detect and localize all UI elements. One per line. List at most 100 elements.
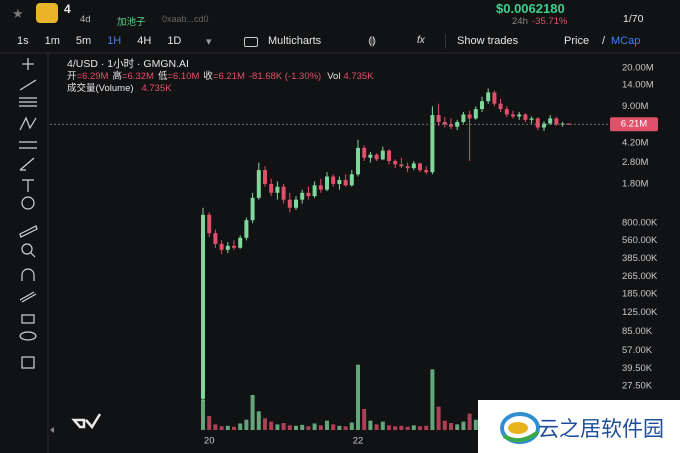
last-price-label: 6.21M — [621, 119, 647, 130]
page-counter[interactable]: 1/70 — [623, 13, 644, 25]
collapse-arrow[interactable] — [50, 427, 54, 433]
volume-bar — [436, 406, 441, 430]
lock-tool[interactable] — [21, 314, 35, 324]
volume-bar — [244, 419, 249, 430]
y-tick-label: 14.00M — [622, 79, 654, 90]
mcap-toggle[interactable]: MCap — [611, 35, 641, 47]
candle-body — [504, 109, 509, 115]
visibility-tool[interactable] — [19, 331, 37, 341]
candle-body — [325, 176, 329, 190]
candle-body — [219, 243, 224, 250]
volume-bar — [269, 421, 274, 430]
ohlc-value: =6.21M — [212, 71, 245, 82]
token-age: 4d — [80, 14, 91, 25]
ruler-tool[interactable] — [19, 225, 38, 238]
show-trades-button[interactable]: Show trades — [457, 35, 519, 47]
lock-drawing-tool[interactable] — [19, 291, 37, 303]
interval-list: 1s 1m 5m 1H 4H 1D — [17, 35, 197, 47]
candle-body — [244, 220, 249, 238]
ohlc-change: -81.68K (-1.30%) — [248, 71, 322, 82]
volume-bar — [455, 424, 460, 430]
volume-bar — [225, 425, 230, 430]
fib-tool[interactable] — [19, 97, 37, 107]
pattern-tool[interactable] — [19, 116, 37, 131]
interval-button[interactable]: 1m — [44, 35, 60, 47]
volume-bar — [238, 423, 243, 430]
candle-body — [411, 163, 416, 169]
candle-body — [424, 170, 429, 173]
indicator-icon[interactable]: ⟬⟭ — [368, 35, 377, 47]
volume-bar — [349, 422, 354, 430]
candle-body — [318, 185, 323, 190]
vol-value: 4.735K — [343, 71, 374, 82]
interval-button[interactable]: 5m — [75, 35, 92, 47]
candle-body — [548, 118, 553, 124]
interval-dropdown[interactable]: ▾ — [206, 36, 212, 48]
magnet-tool[interactable] — [21, 268, 35, 281]
text-tool[interactable] — [22, 179, 34, 192]
volume-bar — [368, 420, 373, 430]
candle-body — [393, 160, 398, 165]
prediction-tool[interactable] — [19, 141, 37, 149]
toolbar-separator — [445, 34, 446, 49]
volume-bar — [219, 426, 224, 430]
volume-bar — [256, 411, 261, 430]
y-tick-label: 2.80M — [622, 157, 648, 168]
interval-button[interactable]: 1s — [17, 35, 29, 47]
candle-body — [461, 114, 466, 123]
ohlc-label: 收 — [203, 71, 213, 82]
candle-body — [486, 92, 491, 102]
volume-bar — [393, 426, 398, 430]
volume-bar — [380, 421, 385, 430]
candle-body — [449, 124, 453, 127]
candle-body — [418, 163, 422, 171]
volume-bar — [287, 425, 292, 430]
candle-body — [207, 214, 212, 234]
candle-body — [269, 183, 274, 193]
y-tick-label: 85.00K — [622, 326, 653, 337]
interval-button[interactable]: 4H — [137, 35, 152, 47]
volume-bar — [294, 425, 298, 430]
volume-bar — [275, 424, 280, 430]
pool-tag: 加池子 — [117, 17, 146, 28]
last-price-badge — [610, 117, 658, 132]
zoom-tool[interactable] — [21, 243, 36, 258]
indicators-button[interactable]: fx — [417, 35, 425, 46]
volume-bar — [263, 418, 267, 430]
candle-body — [213, 233, 218, 244]
token-avatar — [36, 3, 58, 23]
candle-body — [232, 245, 236, 248]
volume-bar — [411, 425, 416, 430]
candle-body — [300, 192, 305, 200]
favorite-star[interactable]: ★ — [12, 6, 24, 21]
crosshair-tool[interactable] — [22, 58, 34, 70]
candle-body — [387, 150, 391, 161]
candle-body — [356, 147, 360, 175]
emoji-tool[interactable] — [21, 196, 35, 210]
multicharts-button[interactable]: Multicharts — [268, 35, 322, 47]
candle-body — [287, 199, 292, 208]
volume-bar — [207, 416, 212, 430]
volume-bar — [213, 424, 218, 430]
candle-body — [467, 114, 472, 119]
candle-body — [430, 115, 435, 173]
interval-button[interactable]: 1H — [107, 35, 122, 47]
y-tick-label: 125.00K — [622, 307, 658, 318]
candle-body — [201, 214, 205, 399]
price-toggle[interactable]: Price — [564, 35, 590, 47]
candle-body — [529, 118, 534, 120]
brush-tool[interactable] — [19, 157, 35, 171]
y-tick-label: 385.00K — [622, 253, 658, 264]
interval-button[interactable]: 1D — [167, 35, 182, 47]
candle-body — [517, 114, 522, 117]
tradingview-logo — [71, 413, 102, 430]
candle-body — [275, 186, 280, 193]
token-address[interactable]: 0xaab...cd0 — [162, 14, 209, 24]
candle-body — [542, 123, 546, 128]
candle-body — [281, 186, 286, 200]
trend-line-tool[interactable] — [19, 79, 37, 91]
candle-body — [256, 170, 261, 198]
change-period: 24h — [512, 16, 528, 27]
candle-body — [523, 114, 528, 120]
delete-tool[interactable] — [21, 356, 35, 369]
